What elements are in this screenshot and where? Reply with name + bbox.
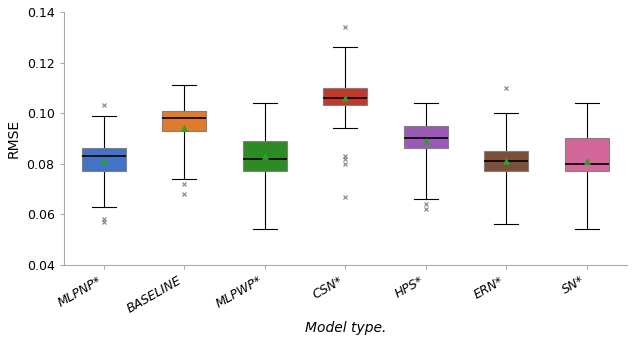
Bar	[82, 148, 126, 171]
X-axis label: Model type.: Model type.	[304, 321, 386, 335]
Bar	[243, 141, 287, 171]
Bar	[404, 126, 448, 148]
Bar	[484, 151, 528, 171]
Y-axis label: RMSE: RMSE	[7, 119, 21, 158]
Bar	[323, 88, 368, 105]
Bar	[565, 139, 609, 171]
Bar	[162, 110, 207, 131]
